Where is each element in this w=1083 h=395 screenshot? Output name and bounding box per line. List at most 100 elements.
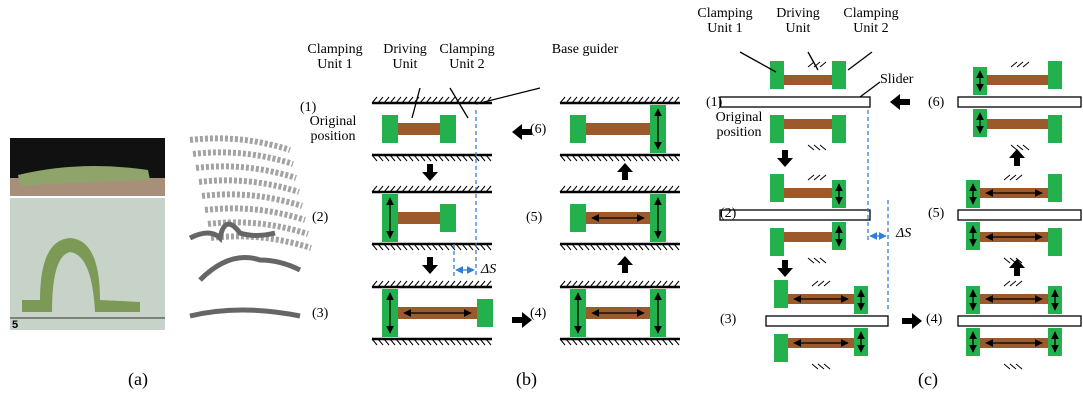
leader — [808, 52, 818, 70]
sketch-body — [211, 236, 311, 248]
clamping-unit — [832, 61, 846, 89]
hatch — [818, 364, 824, 369]
driving-unit — [398, 212, 440, 224]
leader — [476, 88, 540, 104]
step: (3) — [720, 312, 736, 327]
hatch — [820, 145, 826, 150]
sketch-body — [205, 208, 305, 220]
step-arrow — [422, 164, 438, 181]
sketch — [190, 138, 311, 316]
driving-unit — [987, 119, 1048, 129]
hatch — [824, 281, 830, 286]
driving-unit — [784, 188, 832, 198]
leader — [848, 52, 872, 70]
hatch — [1016, 364, 1022, 369]
ruler-label: 5 — [12, 318, 18, 333]
clamping-unit — [477, 299, 493, 327]
hatch — [1017, 62, 1023, 67]
clamping-unit — [1048, 115, 1062, 143]
driving-unit — [987, 75, 1048, 85]
hatch — [808, 62, 814, 67]
delta-s: ΔS — [481, 262, 496, 277]
figure-graphics — [0, 0, 1083, 395]
hatch — [1004, 175, 1010, 180]
delta-s: ΔS — [896, 226, 911, 241]
step: (6) — [530, 122, 546, 137]
clamping-unit — [770, 228, 784, 256]
step: (5) — [526, 210, 542, 225]
clamping-unit — [382, 115, 398, 143]
step-arrow — [777, 150, 793, 167]
hatch — [808, 175, 814, 180]
sketch-body — [196, 166, 296, 178]
sketch-body — [190, 310, 300, 316]
sketch-body — [190, 138, 290, 150]
hatch — [824, 364, 830, 369]
hatch — [814, 145, 820, 150]
sketch-body — [202, 194, 302, 206]
step: (1) — [706, 95, 722, 110]
step-arrow — [617, 163, 633, 180]
step: (2) — [720, 206, 736, 221]
label: Base guider — [540, 42, 630, 57]
clamping-unit — [570, 115, 586, 143]
hatch — [1010, 281, 1016, 286]
driving-unit — [784, 75, 832, 85]
sketch-body — [199, 180, 299, 192]
clamping-unit — [440, 115, 456, 143]
step-arrow — [890, 94, 910, 110]
step: (1) — [300, 100, 316, 115]
slider — [720, 210, 870, 220]
hatch — [1010, 364, 1016, 369]
step-arrow — [902, 313, 922, 329]
step-arrow — [617, 256, 633, 273]
hatch — [820, 258, 826, 263]
hatch — [808, 258, 814, 263]
clamping-unit — [774, 334, 788, 362]
hatch — [1023, 145, 1029, 150]
step: (6) — [928, 95, 944, 110]
step-arrow — [512, 312, 532, 328]
clamping-unit — [770, 174, 784, 202]
label: Clamping Unit 2 — [836, 6, 906, 36]
clamping-unit — [770, 61, 784, 89]
slider — [958, 97, 1081, 107]
hatch — [1023, 62, 1029, 67]
step-arrow — [422, 257, 438, 274]
label: Original position — [704, 110, 774, 140]
label: Driving Unit — [768, 6, 828, 36]
sketch-body — [200, 258, 300, 281]
clamping-unit — [1048, 228, 1062, 256]
step: (4) — [530, 306, 546, 321]
step-arrow — [1009, 259, 1025, 276]
clamping-unit — [1048, 61, 1062, 89]
hatch — [812, 281, 818, 286]
driving-unit — [784, 232, 832, 242]
slider — [958, 316, 1081, 326]
clamping-unit — [774, 280, 788, 308]
hatch — [1004, 281, 1010, 286]
step-arrow — [512, 124, 532, 140]
hatch — [1004, 364, 1010, 369]
step-arrow — [777, 260, 793, 277]
label: Slider — [880, 72, 913, 87]
driving-unit — [784, 119, 832, 129]
hatch — [820, 175, 826, 180]
hatch — [818, 281, 824, 286]
hatch — [1017, 145, 1023, 150]
caption: (b) — [516, 372, 537, 387]
label: Original position — [298, 114, 368, 144]
hatch — [814, 258, 820, 263]
label: Clamping Unit 1 — [300, 42, 370, 72]
label: Clamping Unit 1 — [690, 6, 760, 36]
slider — [766, 316, 888, 326]
clamping-unit — [440, 204, 456, 232]
step: (3) — [312, 306, 328, 321]
step: (2) — [312, 210, 328, 225]
leader — [860, 82, 880, 97]
slider — [958, 210, 1081, 220]
driving-unit — [586, 123, 650, 135]
hatch — [1004, 258, 1010, 263]
hatch — [1016, 175, 1022, 180]
clamping-unit — [570, 204, 586, 232]
